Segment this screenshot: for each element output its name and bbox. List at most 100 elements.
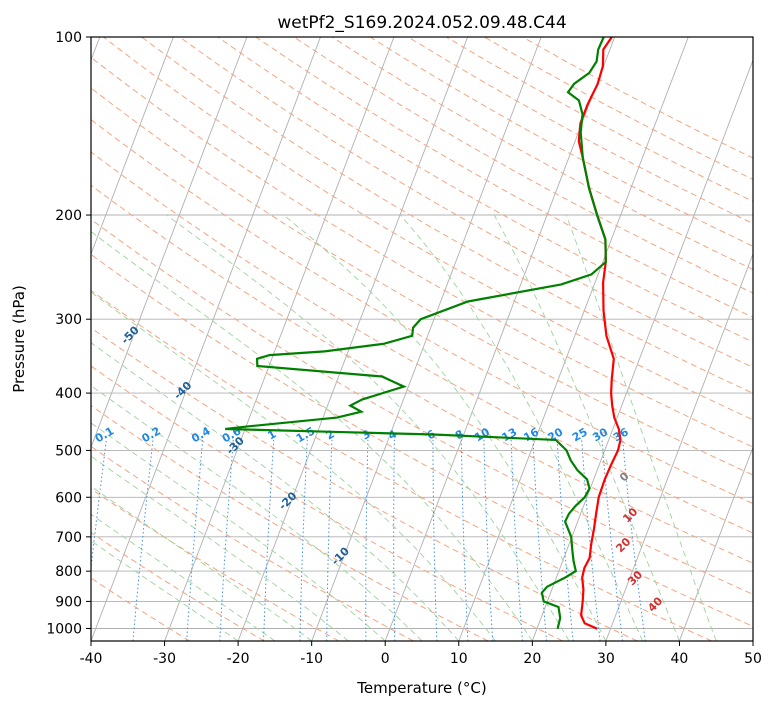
x-tick-label: -30 bbox=[153, 651, 176, 667]
dry-adiabat-label: -20 bbox=[276, 489, 299, 512]
y-tick-label: 100 bbox=[55, 30, 82, 46]
dry-adiabat-line bbox=[91, 577, 190, 641]
dry-adiabat-line bbox=[217, 37, 753, 343]
x-tick-label: 0 bbox=[381, 651, 390, 667]
x-tick-label: -40 bbox=[80, 651, 103, 667]
dry-adiabat-label: -70 bbox=[13, 213, 36, 236]
isotherm-line bbox=[384, 37, 616, 641]
dry-adiabat-line bbox=[484, 37, 753, 181]
mixing-ratio-label: 0.4 bbox=[189, 424, 213, 445]
dry-adiabat-line bbox=[91, 184, 753, 564]
dry-adiabat-line bbox=[91, 488, 340, 641]
moist-adiabat-line bbox=[91, 342, 460, 641]
plot-area: 0.10.20.40.611.52346810131620253036-100-… bbox=[13, 37, 753, 641]
y-tick-label: 1000 bbox=[46, 621, 82, 637]
mixing-ratio-label: 16 bbox=[521, 425, 541, 444]
dry-adiabat-label: -60 bbox=[66, 268, 89, 291]
mixing-ratio-line bbox=[556, 439, 574, 641]
isotherm-line bbox=[678, 446, 753, 641]
dry-adiabat-label: -10 bbox=[329, 544, 352, 567]
mixing-ratio-line bbox=[483, 439, 494, 641]
mixing-ratio-line bbox=[432, 439, 438, 641]
mixing-ratio-line bbox=[622, 439, 646, 641]
isotherm-line bbox=[164, 37, 395, 641]
moist-adiabat-line bbox=[283, 214, 607, 641]
dry-adiabat-line bbox=[91, 56, 753, 448]
mixing-ratio-line bbox=[365, 439, 369, 641]
dry-adiabat-line bbox=[91, 445, 414, 641]
dry-adiabat-line bbox=[293, 37, 753, 294]
moist-adiabat-line bbox=[91, 231, 533, 641]
mixing-ratio-line bbox=[581, 439, 601, 641]
mixing-ratio-line bbox=[532, 439, 548, 641]
mixing-ratio-line bbox=[299, 439, 308, 641]
dry-adiabat-line bbox=[91, 87, 753, 476]
mixing-ratio-label: 0.2 bbox=[140, 424, 163, 445]
moist-adiabat-line bbox=[400, 214, 644, 641]
dry-adiabat-line bbox=[91, 253, 753, 627]
dry-adiabat-line bbox=[91, 118, 753, 505]
x-tick-label: -10 bbox=[300, 651, 323, 667]
dry-adiabat-line bbox=[91, 365, 563, 641]
isotherm-line bbox=[91, 37, 321, 641]
isotherm-line bbox=[752, 639, 753, 641]
moist-adiabat-line bbox=[91, 485, 312, 641]
mixing-ratio-label: 10 bbox=[472, 425, 492, 444]
mixing-ratio-label: 30 bbox=[590, 425, 610, 444]
y-axis-label: Pressure (hPa) bbox=[10, 285, 28, 393]
dry-adiabat-line bbox=[91, 327, 638, 641]
dry-adiabat-label: -40 bbox=[171, 379, 194, 402]
isotherm-line bbox=[91, 37, 248, 449]
mixing-ratio-line bbox=[132, 439, 154, 641]
y-tick-label: 700 bbox=[55, 530, 82, 546]
mixing-ratio-line bbox=[263, 439, 275, 641]
chart-title: wetPf2_S169.2024.052.09.48.C44 bbox=[277, 13, 566, 33]
mixing-ratio-label: 2 bbox=[324, 427, 337, 442]
dry-adiabat-line bbox=[255, 37, 753, 318]
moist-adiabat-label: 0 bbox=[617, 470, 632, 485]
isotherm-line bbox=[91, 37, 174, 256]
dry-adiabat-line bbox=[407, 37, 753, 225]
mixing-ratio-line bbox=[186, 439, 204, 641]
dry-adiabat-line bbox=[446, 37, 753, 202]
plot-frame bbox=[90, 36, 754, 642]
dry-adiabat-line bbox=[91, 404, 489, 641]
mixing-ratio-line bbox=[510, 439, 523, 641]
mixing-ratio-label: 13 bbox=[499, 425, 519, 444]
isotherm-line bbox=[605, 252, 753, 641]
moist-adiabat-line bbox=[91, 291, 496, 641]
dry-adiabat-line bbox=[522, 37, 753, 159]
y-tick-label: 400 bbox=[55, 386, 82, 402]
dry-adiabat-line bbox=[91, 151, 753, 534]
moist-adiabat-label: 10 bbox=[620, 505, 640, 525]
y-tick-label: 900 bbox=[55, 594, 82, 610]
x-tick-label: -20 bbox=[227, 651, 250, 667]
moist-adiabat-label: 40 bbox=[645, 594, 665, 614]
dewpoint-profile bbox=[225, 37, 607, 629]
isotherm-line bbox=[531, 58, 753, 641]
dry-adiabat-label: -50 bbox=[119, 323, 142, 346]
mixing-ratio-label: 25 bbox=[570, 425, 590, 444]
y-tick-label: 500 bbox=[55, 443, 82, 459]
axes: -40 -30 -20 -10 0 10 20 30 40 5010020030040050060… bbox=[46, 30, 762, 667]
moist-adiabat-line bbox=[91, 455, 349, 641]
isotherm-line bbox=[458, 37, 689, 641]
temperature-profile bbox=[577, 37, 622, 630]
x-tick-label: 30 bbox=[597, 651, 615, 667]
dry-adiabat-line bbox=[91, 532, 265, 641]
moist-adiabat-line bbox=[493, 214, 680, 641]
y-tick-label: 600 bbox=[55, 490, 82, 506]
x-tick-label: 10 bbox=[450, 651, 468, 667]
x-tick-label: 20 bbox=[523, 651, 541, 667]
mixing-ratio-label: 0.1 bbox=[93, 424, 116, 445]
mixing-ratio-line bbox=[219, 439, 234, 641]
isotherm-line bbox=[237, 37, 469, 641]
x-axis-label: Temperature (°C) bbox=[356, 679, 486, 697]
mixing-ratio-line bbox=[326, 439, 333, 641]
x-tick-label: 40 bbox=[671, 651, 689, 667]
moist-adiabat-line bbox=[565, 214, 717, 641]
mixing-ratio-line bbox=[601, 439, 624, 641]
dry-adiabat-line bbox=[179, 37, 753, 368]
x-tick-label: 50 bbox=[744, 651, 762, 667]
